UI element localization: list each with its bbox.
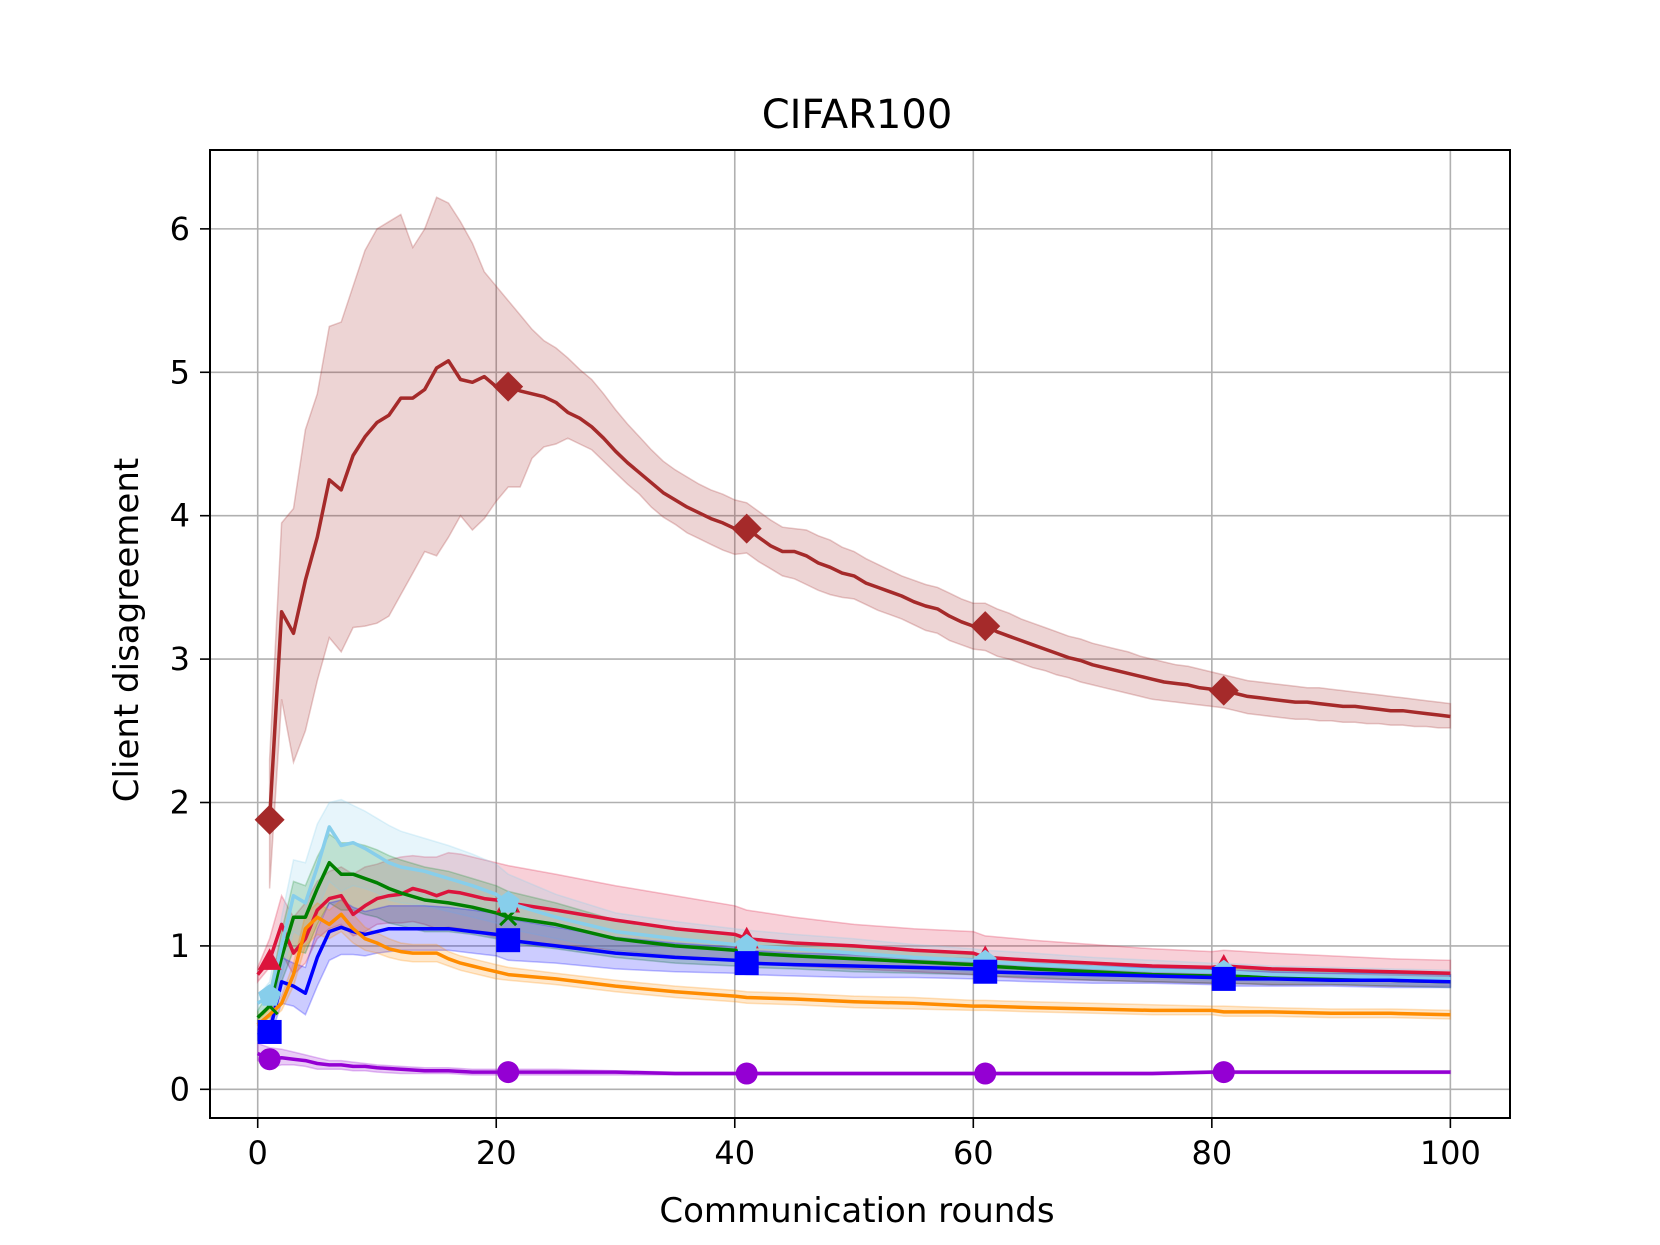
x-tick-label: 60 [953, 1134, 994, 1172]
y-tick-label: 4 [170, 497, 190, 535]
x-tick-label: 0 [248, 1134, 268, 1172]
blue-square-line [257, 925, 1451, 1037]
blue-square-marker [734, 951, 759, 976]
y-axis-label: Client disagreement [107, 458, 147, 802]
blue-square-marker [496, 928, 521, 953]
x-axis-ticks: 0 20 40 60 80 100 [248, 1118, 1481, 1172]
chart-title: CIFAR100 [762, 92, 953, 138]
blue-square-marker [257, 1019, 282, 1044]
skyblue-pentagon-marker [735, 933, 759, 956]
brown-diamond-marker [731, 513, 762, 544]
orange-line-line [256, 912, 1451, 1027]
brown-diamond-band [268, 196, 1452, 889]
blue-square-marker [973, 959, 998, 984]
brown-diamond-line [267, 359, 1451, 820]
crimson-triangle-line [256, 886, 1451, 976]
skyblue-pentagon-line [256, 825, 1451, 1005]
y-tick-label: 0 [170, 1070, 190, 1108]
brown-diamond-marker [1208, 675, 1239, 706]
y-tick-label: 2 [170, 784, 190, 822]
crimson-triangle-band [256, 851, 1452, 987]
y-tick-label: 3 [170, 640, 190, 678]
x-tick-label: 100 [1420, 1134, 1481, 1172]
brown-diamond-marker [254, 804, 285, 835]
y-tick-label: 1 [170, 927, 190, 965]
purple-circle-marker [497, 1061, 520, 1084]
brown-diamond-marker [493, 371, 524, 402]
purple-circle-line [256, 1051, 1451, 1076]
y-tick-label: 5 [170, 353, 190, 391]
blue-square-marker [1211, 966, 1236, 991]
skyblue-pentagon-marker [258, 984, 281, 1006]
x-axis-label: Communication rounds [659, 1191, 1054, 1231]
purple-circle-marker [258, 1048, 281, 1071]
x-tick-label: 40 [714, 1134, 755, 1172]
y-tick-label: 6 [170, 210, 190, 248]
crimson-triangle-marker [257, 948, 282, 970]
plot-frame [209, 149, 1511, 1119]
grid [210, 150, 1510, 1118]
skyblue-pentagon-band [256, 798, 1452, 1012]
purple-circle-marker [735, 1062, 758, 1085]
x-tick-label: 20 [476, 1134, 517, 1172]
purple-circle-marker [1212, 1061, 1235, 1084]
purple-circle-marker [974, 1062, 997, 1085]
x-tick-label: 80 [1191, 1134, 1232, 1172]
skyblue-pentagon-marker [496, 890, 520, 913]
series-markers [254, 371, 1239, 1085]
brown-diamond-marker [970, 611, 1001, 642]
series-lines [256, 359, 1451, 1076]
y-axis-ticks: 0 1 2 3 4 5 6 [170, 210, 210, 1108]
